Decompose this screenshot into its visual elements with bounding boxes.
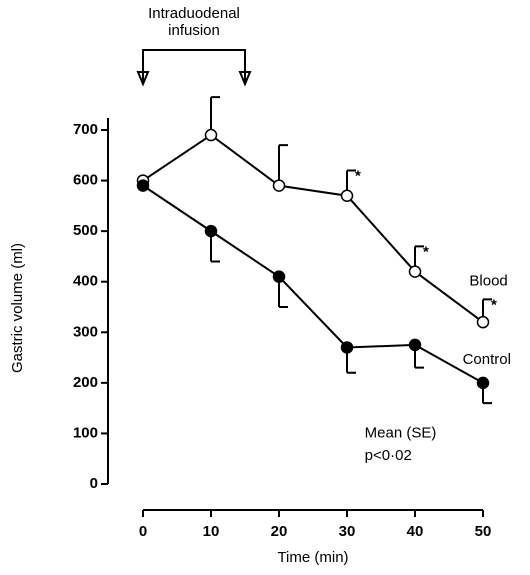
x-tick-label: 50 (475, 523, 492, 540)
y-tick-label: 0 (90, 475, 98, 492)
y-tick-label: 700 (73, 121, 98, 138)
data-point (272, 270, 286, 283)
y-tick-label: 500 (73, 222, 98, 239)
infusion-label: Intraduodenal (148, 5, 240, 22)
data-point (272, 179, 286, 192)
infusion-label: infusion (168, 22, 220, 39)
y-axis-label: Gastric volume (ml) (9, 243, 26, 373)
data-point (204, 224, 218, 238)
annotation: p<0·02 (365, 447, 412, 464)
error-bar (210, 96, 220, 136)
infusion-arrow (238, 71, 252, 87)
significance-mark: * (423, 243, 429, 260)
error-bar (278, 144, 288, 186)
data-point (408, 338, 422, 352)
x-tick-label: 30 (339, 523, 356, 540)
y-tick-label: 200 (73, 374, 98, 391)
y-tick-label: 400 (73, 273, 98, 290)
significance-mark: * (491, 296, 497, 313)
data-point (476, 315, 490, 329)
annotation: Mean (SE) (365, 424, 437, 441)
data-point (340, 189, 354, 202)
y-tick-label: 300 (73, 323, 98, 340)
data-point (136, 179, 150, 192)
series-label: Blood (469, 273, 507, 290)
data-point (476, 376, 490, 390)
data-point (204, 128, 218, 142)
y-tick-label: 100 (73, 424, 98, 441)
x-tick-label: 40 (407, 523, 424, 540)
series-line (142, 133, 484, 323)
x-tick-label: 0 (139, 523, 147, 540)
infusion-bracket (142, 49, 246, 82)
series-label: Control (463, 351, 511, 368)
x-tick-label: 20 (271, 523, 288, 540)
infusion-arrow (136, 71, 150, 87)
significance-mark: * (355, 167, 361, 184)
x-axis-label: Time (min) (277, 549, 348, 566)
x-tick-label: 10 (203, 523, 220, 540)
data-point (340, 341, 354, 354)
y-tick-label: 600 (73, 172, 98, 189)
series-line (142, 184, 484, 384)
data-point (408, 265, 422, 278)
